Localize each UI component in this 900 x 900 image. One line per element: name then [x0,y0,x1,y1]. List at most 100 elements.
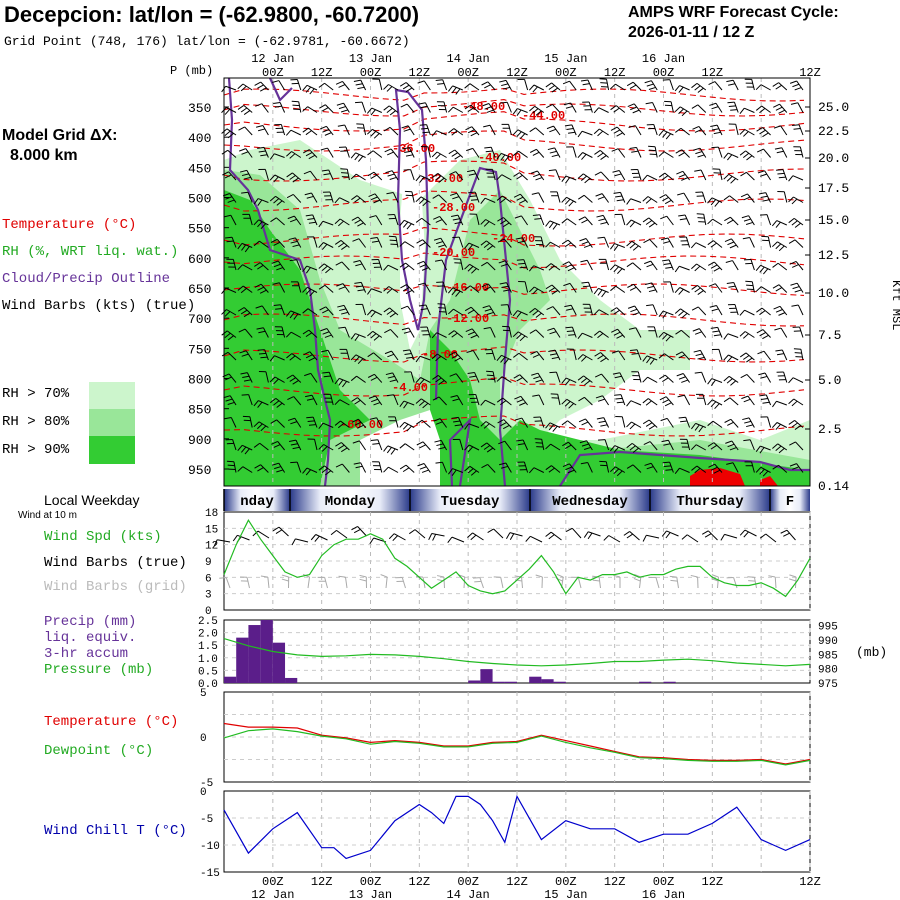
cross-section-barb [613,446,619,453]
cross-section-barb [762,329,771,338]
cross-section-barb [269,153,275,160]
cross-section-barb [389,307,399,316]
cross-section-barb [682,373,691,383]
cross-section-barb [405,262,415,271]
cross-section-barb [307,218,315,221]
cross-section-barb [629,286,637,291]
cross-section-barb [484,106,492,110]
cross-section-barb [473,169,480,181]
cross-section-barb [701,191,707,203]
cross-section-barb [500,154,506,161]
cross-section-barb [523,259,529,271]
cross-section-barb [565,175,577,181]
cross-section-barb [337,422,345,429]
cross-section-barb [228,171,237,181]
cross-section-barb [452,85,463,91]
rh-swatch-80 [89,409,135,436]
cross-section-barb [551,465,561,473]
cross-section-barb [433,215,440,220]
cross-section-barb [712,330,720,333]
cross-section-barb [597,236,605,239]
cross-section-barb [724,238,732,243]
cross-section-barb [420,377,431,383]
cross-section-barb [565,379,571,386]
cross-section-barb [609,264,616,271]
cross-section-barb [678,310,685,317]
cross-section-barb [727,333,739,338]
cross-section-barb [273,101,281,105]
true-wind-barb [213,539,218,547]
cross-section-barb [755,105,763,111]
precip-bar [553,681,566,683]
cross-section-barb [409,349,415,361]
cross-section-barb [727,421,734,426]
cross-section-barb [700,350,707,361]
cross-section-barb [582,83,590,86]
cross-section-barb [274,174,285,181]
top-hour-label: 12Z [311,66,333,80]
temp-tick-label: -5 [200,778,213,790]
cross-section-barb [467,129,475,134]
cross-section-barb [760,466,771,473]
grid-wind-barb [380,574,388,578]
cross-section-barb [464,83,471,89]
cross-section-barb [290,421,298,425]
pressure-tick-label: 950 [188,463,211,478]
cross-section-barb [595,395,603,399]
cross-section-barb [325,306,334,316]
cross-section-barb [289,175,296,180]
cross-section-barb [583,173,593,181]
cross-section-barb [740,171,747,177]
cross-section-barb [243,105,253,113]
cross-section-barb [273,378,279,385]
wind-chill-line [223,794,811,860]
cross-section-barb [535,177,543,181]
cross-section-barb [649,239,658,248]
cross-section-barb [520,396,528,406]
cross-section-barb [241,353,249,357]
cross-section-barb [410,371,415,383]
cross-section-barb [729,397,739,406]
cross-section-barb [415,196,422,203]
cross-section-barb [292,194,302,203]
cross-section-barb [292,177,299,183]
bottom-hour-label: 12Z [409,875,431,889]
cross-section-barb [345,146,350,158]
cross-section-barb [324,284,334,293]
cross-section-barb [561,420,568,426]
grid-wind-barb [592,579,600,582]
legend-wind-barbs: Wind Barbs (kts) (true) [2,298,196,314]
grid-wind-barb [789,578,797,582]
cross-section-barb [519,172,528,181]
cross-section-barb [261,103,269,113]
cross-section-barb [715,103,723,113]
cross-section-barb [759,447,765,454]
dewpoint-line [223,728,811,766]
cross-section-barb [264,349,269,361]
cross-section-barb [233,461,237,473]
top-hour-label: 00Z [555,66,577,80]
cross-section-barb [517,129,528,136]
cross-section-barb [776,353,785,356]
cross-section-barb [278,462,286,473]
top-hour-label: 00Z [653,66,675,80]
cross-section-barb [717,146,723,158]
grid-wind-barb [768,575,776,578]
cross-section-barb [448,149,456,155]
rh-level-80: RH > 80% [2,414,70,430]
temp-tick-label: 5 [200,688,207,700]
cross-section-barb [264,169,269,181]
cross-section-barb [350,375,357,382]
cross-section-barb [277,441,285,451]
cross-section-barb [439,418,448,428]
grid-wind-barb [479,577,484,589]
cross-section-barb [471,126,480,136]
cross-section-barb [470,104,480,113]
cross-section-barb [550,241,561,248]
cross-section-barb [530,170,538,174]
cross-section-barb [464,423,470,430]
cross-section-barb [534,286,545,293]
cross-section-barb [679,265,690,271]
cross-section-barb [614,243,625,248]
cross-section-barb [341,261,350,271]
